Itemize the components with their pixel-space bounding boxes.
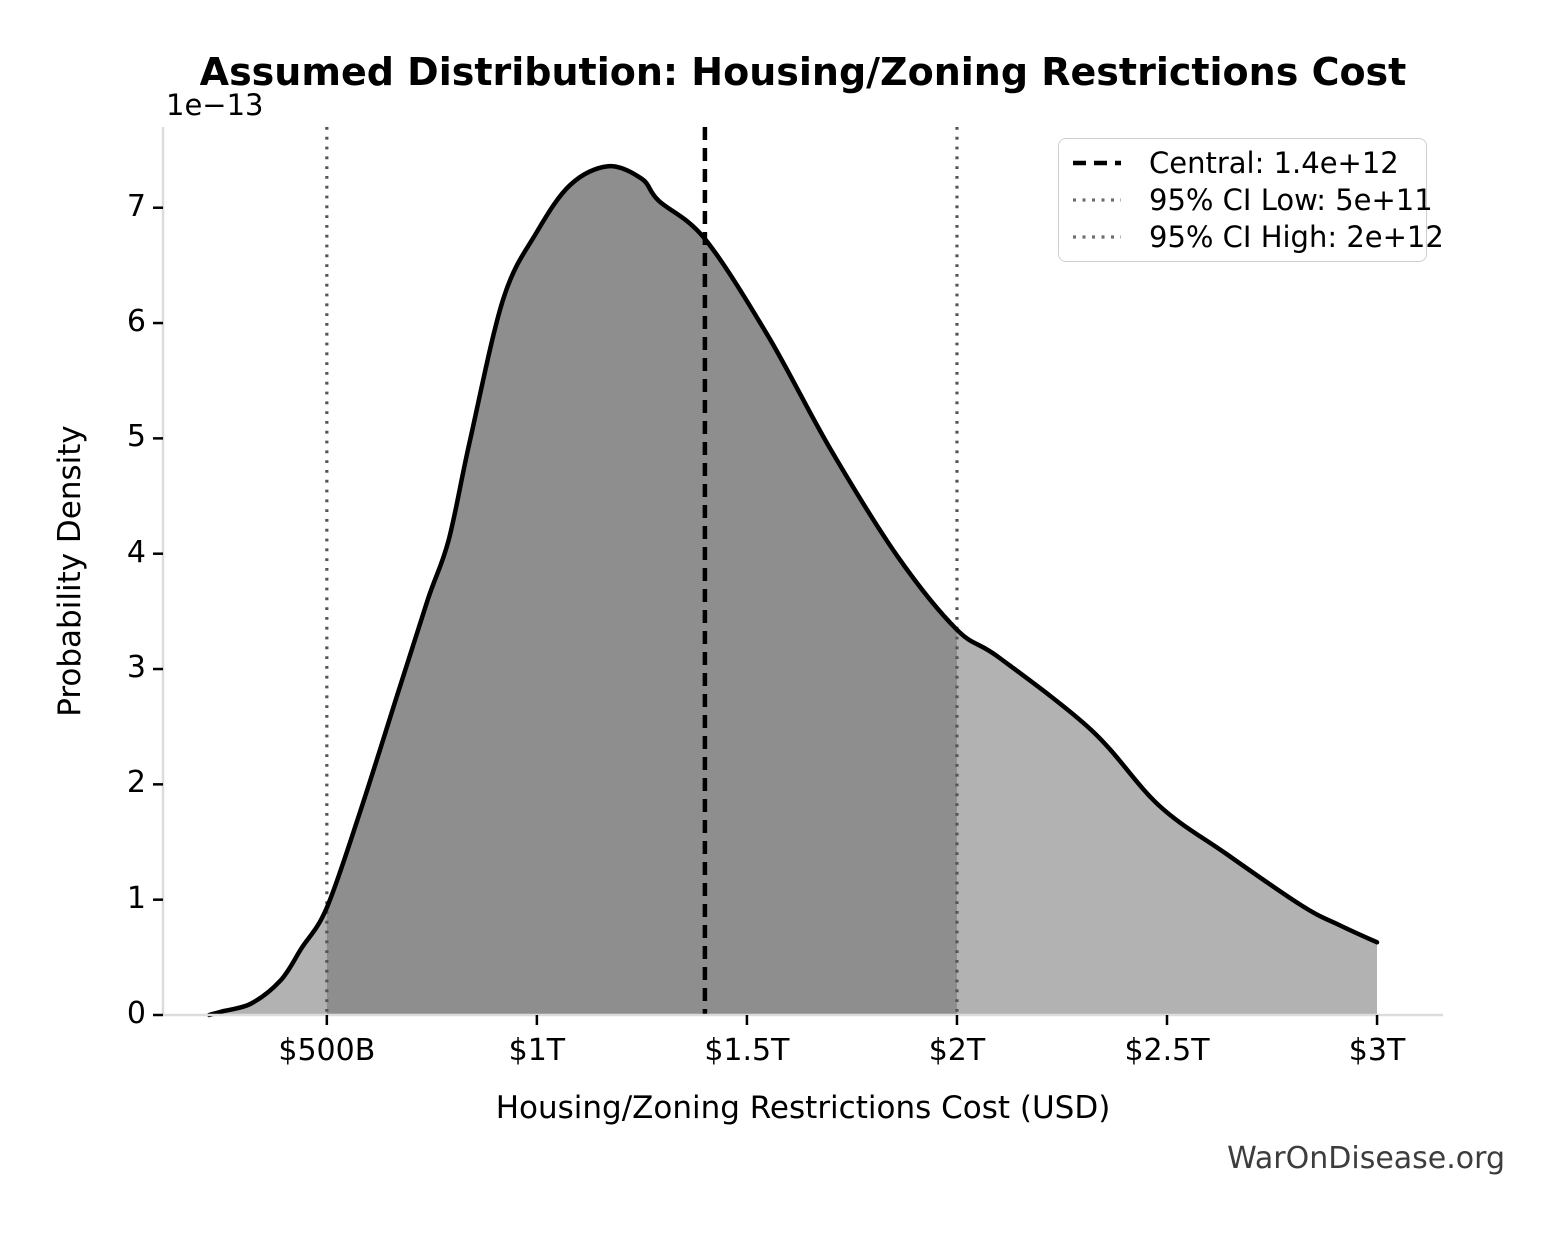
- x-tick-label: $3T: [1348, 1033, 1406, 1068]
- x-tick-label: $2.5T: [1124, 1033, 1210, 1068]
- legend-entry-ci-low: 95% CI Low: 5e+11: [1071, 183, 1433, 217]
- chart-title: Assumed Distribution: Housing/Zoning Res…: [199, 50, 1407, 94]
- legend-entry-ci-high: 95% CI High: 2e+12: [1071, 220, 1444, 254]
- x-axis-label: Housing/Zoning Restrictions Cost (USD): [495, 1090, 1111, 1126]
- legend: Central: 1.4e+12 95% CI Low: 5e+11 95% CI …: [1058, 138, 1444, 262]
- legend-entry-central: Central: 1.4e+12: [1071, 146, 1416, 180]
- x-tick-label: $2T: [928, 1033, 986, 1068]
- y-tick-label: 7: [126, 188, 146, 224]
- legend-label: Central: 1.4e+12: [1149, 146, 1399, 181]
- dotted-line-sample-icon: [1073, 235, 1121, 239]
- legend-label: 95% CI High: 2e+12: [1149, 219, 1444, 254]
- dotted-line-sample-icon: [1073, 198, 1121, 202]
- legend-label: 95% CI Low: 5e+11: [1149, 182, 1433, 217]
- x-tick-label: $500B: [278, 1033, 376, 1068]
- y-axis-offset-text: 1e−13: [166, 88, 264, 122]
- density-curve: [206, 163, 1380, 1018]
- y-tick-label: 4: [126, 534, 146, 570]
- y-axis-label: Probability Density: [52, 425, 88, 717]
- y-tick-label: 5: [126, 419, 146, 455]
- watermark: WarOnDisease.org: [1227, 1141, 1505, 1176]
- y-tick-label: 3: [126, 650, 146, 686]
- y-tick-label: 1: [126, 880, 146, 916]
- x-tick-label: $1.5T: [704, 1033, 790, 1068]
- dashed-line-sample-icon: [1073, 161, 1121, 166]
- y-tick-label: 0: [126, 996, 146, 1032]
- y-tick-label: 6: [126, 304, 146, 340]
- y-tick-label: 2: [126, 765, 146, 801]
- x-tick-label: $1T: [508, 1033, 566, 1068]
